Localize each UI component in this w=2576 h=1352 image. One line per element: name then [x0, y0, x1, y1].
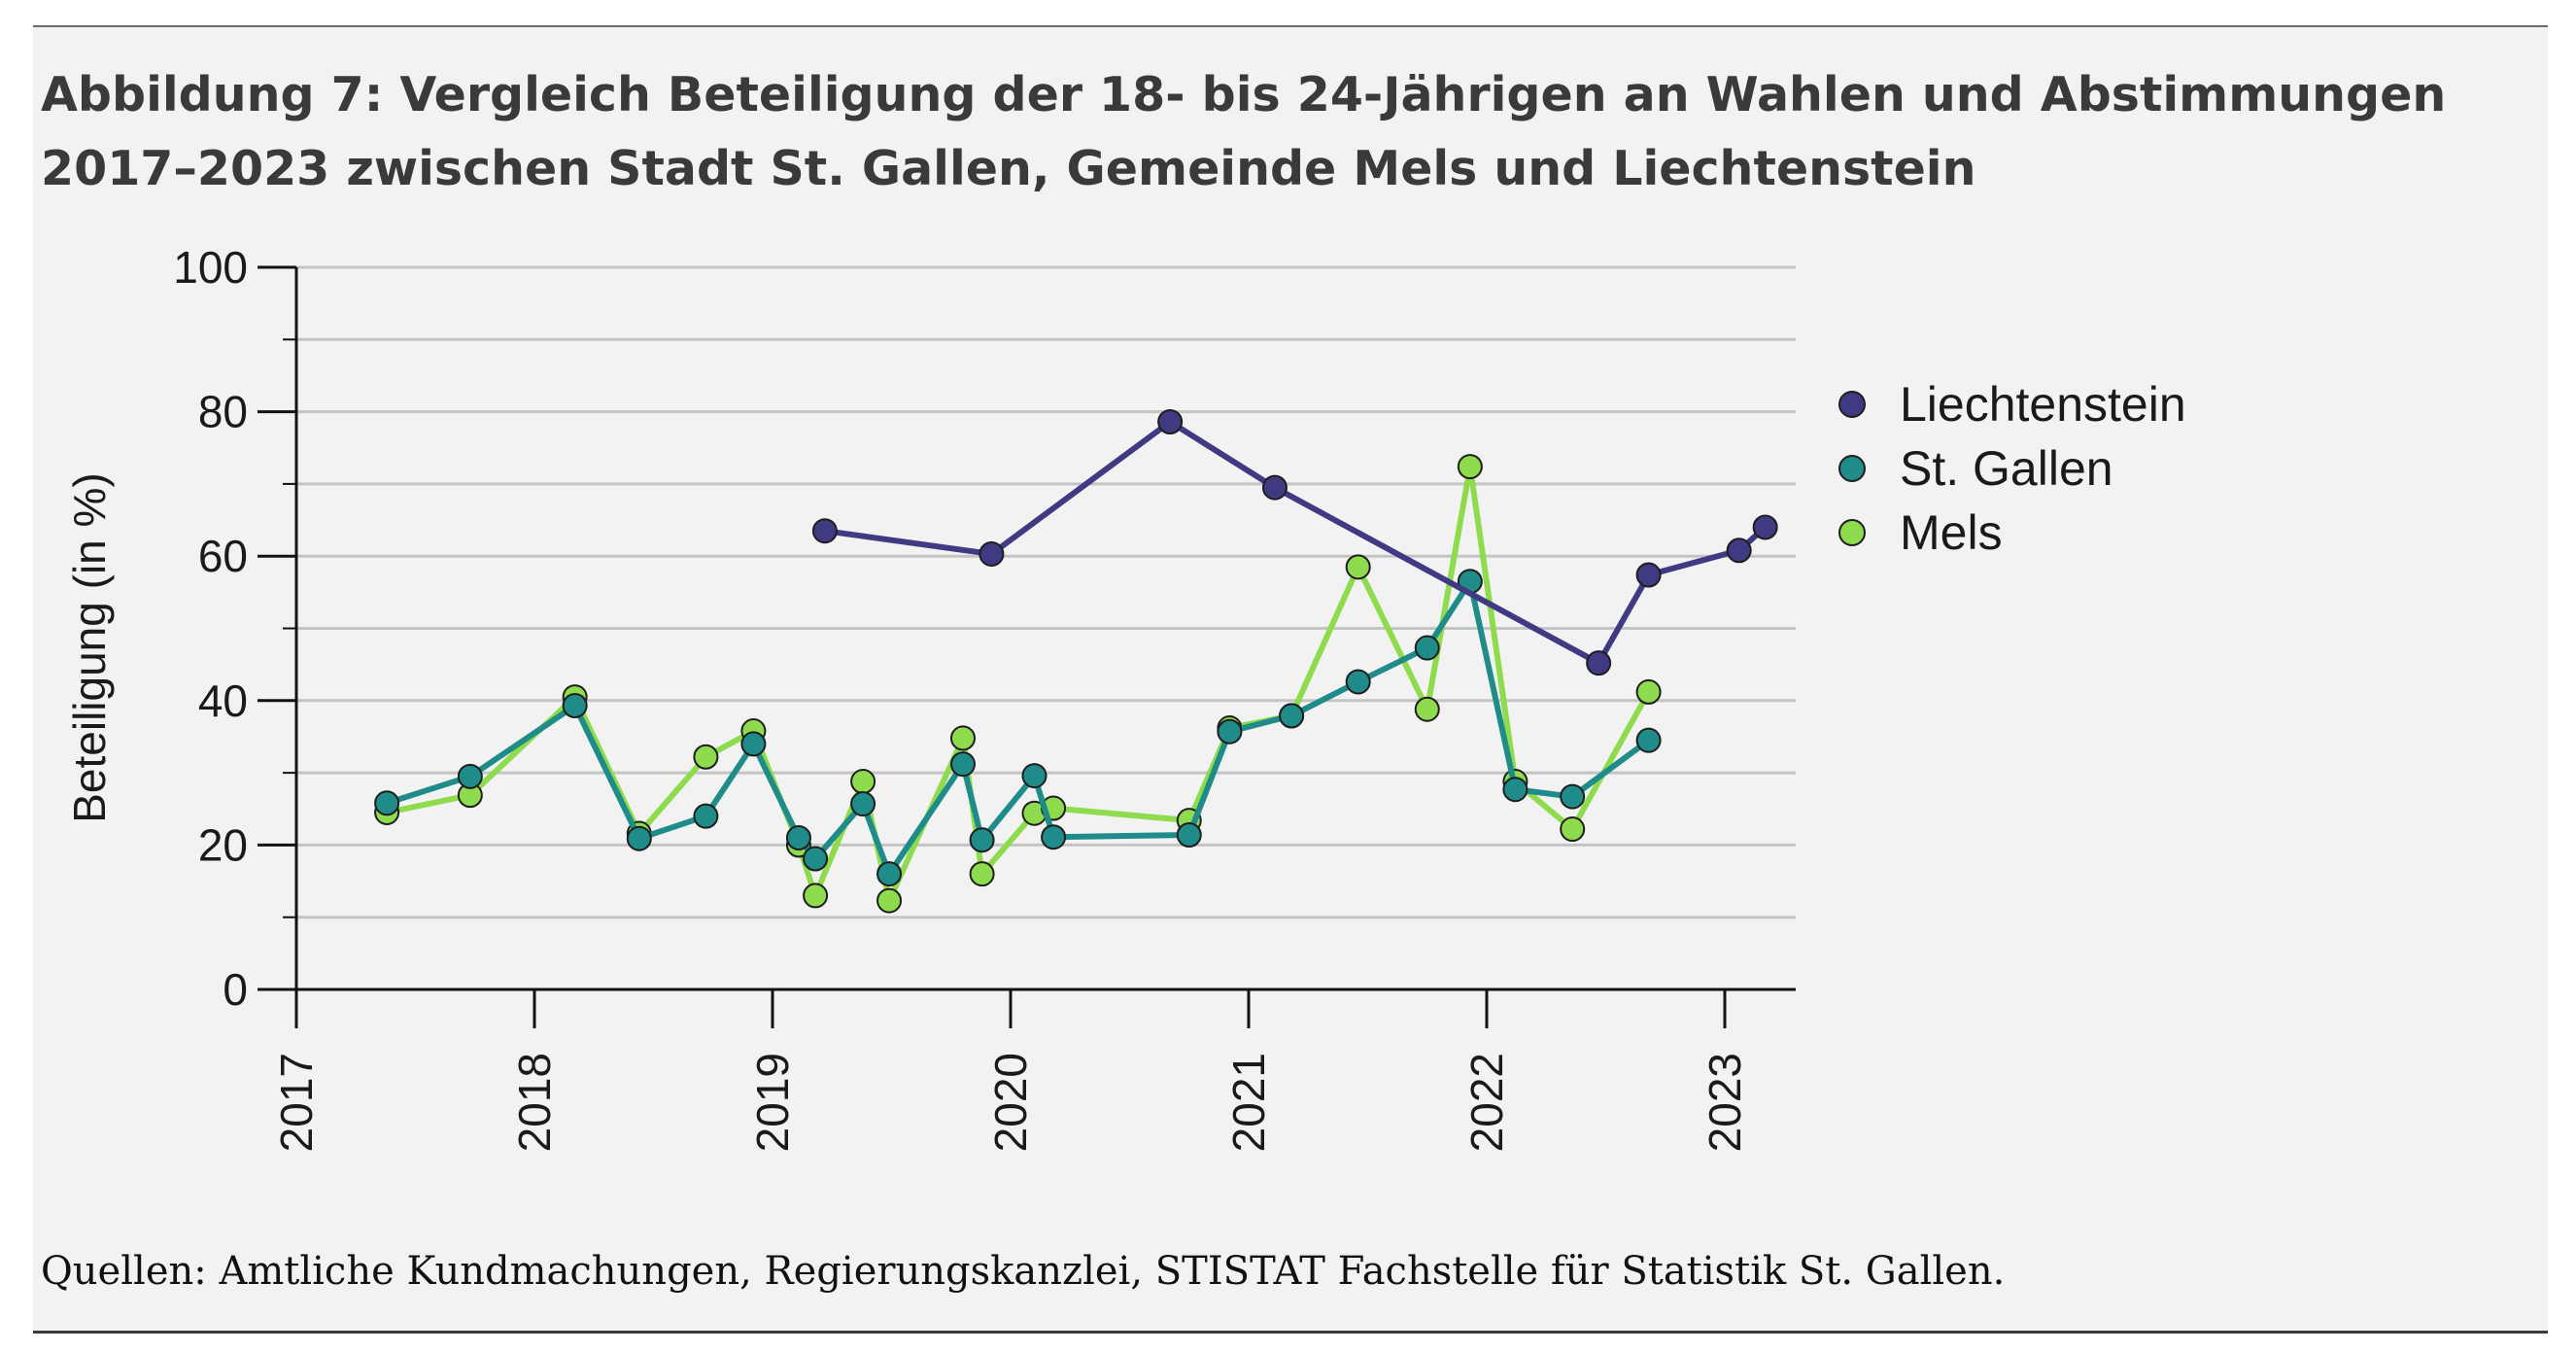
data-point — [562, 693, 588, 719]
top-rule — [33, 25, 2548, 28]
y-tick-label: 20 — [198, 819, 248, 870]
legend-marker — [1838, 519, 1866, 546]
y-tick-label: 60 — [198, 531, 248, 581]
legend-marker — [1838, 455, 1866, 482]
x-tick-label: 2022 — [1461, 1053, 1512, 1152]
axis-layer: 0 20 40 60 80 100 2017 2018 2019 2020 2021 2022 2023 — [173, 242, 1796, 1152]
y-tick-label: 0 — [223, 964, 248, 1015]
data-point — [1586, 650, 1612, 676]
data-point — [876, 861, 903, 887]
data-point — [1279, 703, 1305, 729]
x-tick-label: 2023 — [1700, 1053, 1750, 1152]
data-point — [457, 763, 483, 789]
data-point — [693, 744, 719, 770]
legend-label: Liechtenstein — [1900, 377, 2186, 432]
data-point — [1560, 816, 1586, 843]
data-point — [1261, 474, 1288, 501]
x-tick-label: 2019 — [747, 1053, 798, 1152]
data-point — [1635, 678, 1662, 705]
series-layer — [374, 409, 1778, 914]
x-tick-label: 2020 — [985, 1053, 1036, 1152]
data-point — [850, 791, 876, 817]
data-point — [1345, 669, 1371, 695]
legend-label: St. Gallen — [1900, 441, 2113, 496]
data-point — [1041, 824, 1067, 850]
data-point — [1726, 537, 1752, 564]
data-point — [969, 861, 995, 887]
data-point — [1635, 727, 1662, 753]
data-point — [1635, 562, 1662, 588]
data-point — [1345, 554, 1371, 580]
data-point — [1217, 718, 1243, 745]
data-point — [1752, 514, 1778, 540]
x-tick-label: 2018 — [509, 1053, 560, 1152]
data-point — [740, 731, 767, 757]
legend-label: Mels — [1900, 505, 2003, 560]
series-st-gallen — [374, 569, 1662, 887]
data-point — [950, 725, 976, 751]
y-axis-label: Beteiligung (in %) — [64, 472, 115, 823]
y-tick-label: 40 — [198, 676, 248, 726]
data-point — [803, 883, 829, 909]
data-point — [785, 824, 811, 850]
data-point — [1021, 763, 1048, 789]
y-tick-label: 100 — [173, 242, 248, 293]
data-point — [979, 540, 1005, 567]
x-tick-label: 2017 — [271, 1053, 322, 1152]
legend-marker — [1838, 391, 1866, 418]
legend: Liechtenstein St. Gallen Mels — [1838, 377, 2186, 560]
data-point — [850, 769, 876, 795]
data-point — [803, 846, 829, 872]
figure-panel — [33, 27, 2548, 1332]
data-point — [626, 825, 652, 851]
data-point — [1457, 454, 1483, 480]
data-point — [811, 518, 838, 544]
figure-title: Abbildung 7: Vergleich Beteiligung der 1… — [41, 67, 2447, 196]
data-point — [950, 751, 976, 778]
data-point — [876, 887, 903, 914]
data-point — [1157, 409, 1184, 435]
series-line — [824, 419, 1768, 667]
series-liechtenstein — [811, 409, 1778, 676]
data-point — [1502, 777, 1528, 803]
data-point — [374, 790, 400, 816]
bottom-rule — [33, 1331, 2548, 1334]
y-tick-label: 80 — [198, 387, 248, 437]
data-point — [969, 827, 995, 853]
data-point — [1414, 696, 1440, 722]
source-note: Quellen: Amtliche Kundmachungen, Regieru… — [41, 1249, 2006, 1294]
data-point — [693, 803, 719, 829]
data-point — [1560, 783, 1586, 810]
x-tick-label: 2021 — [1223, 1053, 1274, 1152]
data-point — [1414, 635, 1440, 661]
data-point — [1176, 821, 1202, 848]
